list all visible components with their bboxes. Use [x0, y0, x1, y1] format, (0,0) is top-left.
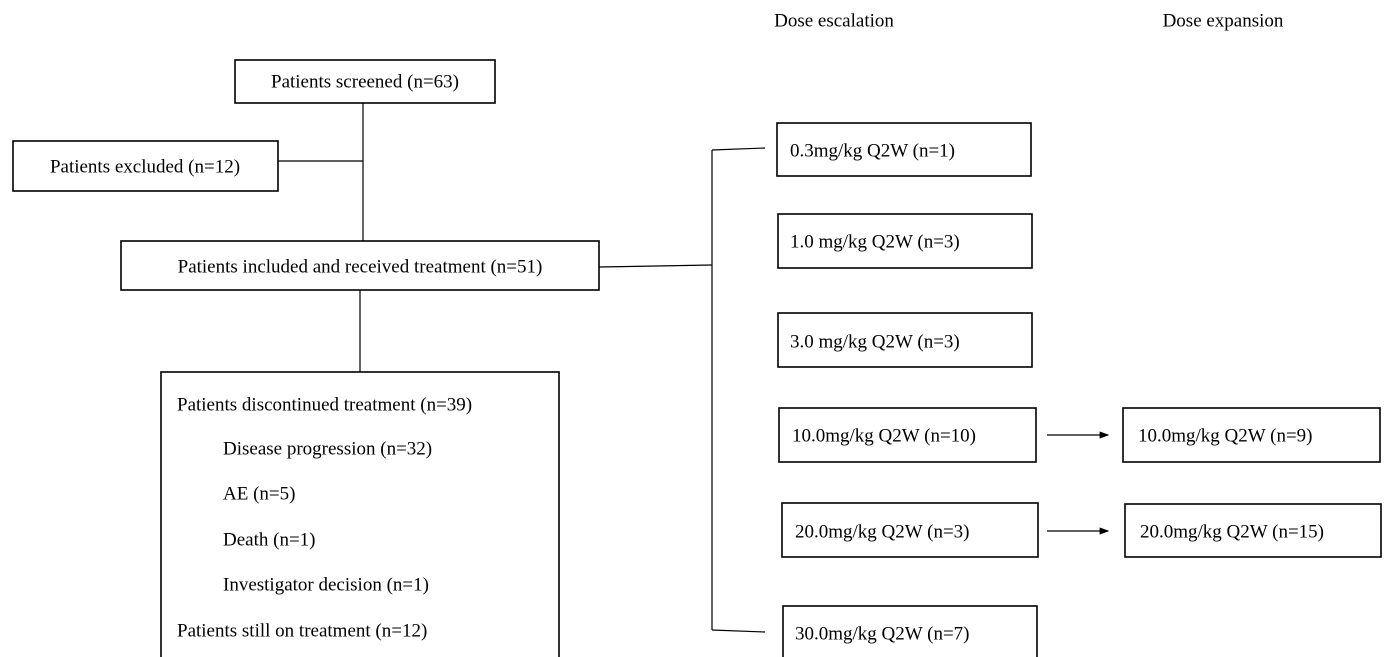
box — [12, 140, 279, 192]
box-label: Death (n=1) — [223, 529, 316, 550]
box-label: Patients still on treatment (n=12) — [177, 620, 427, 641]
connector — [598, 264, 713, 268]
box-label: Investigator decision (n=1) — [223, 574, 429, 595]
box-label: 1.0 mg/kg Q2W (n=3) — [790, 231, 960, 252]
box — [781, 502, 1039, 558]
header: Dose escalation — [774, 10, 894, 31]
box-label: 30.0mg/kg Q2W (n=7) — [795, 623, 970, 644]
box-label: 20.0mg/kg Q2W (n=3) — [795, 521, 970, 542]
box-label: 10.0mg/kg Q2W (n=10) — [792, 425, 976, 446]
box — [776, 122, 1032, 177]
connector — [711, 147, 766, 151]
box-label: 0.3mg/kg Q2W (n=1) — [790, 140, 955, 161]
connector — [711, 629, 766, 633]
box-label: Patients excluded (n=12) — [50, 156, 240, 177]
box-label: Patients included and received treatment… — [178, 256, 543, 277]
box — [782, 605, 1038, 657]
box-label: 20.0mg/kg Q2W (n=15) — [1140, 521, 1324, 542]
box — [120, 240, 600, 291]
box — [1124, 503, 1382, 558]
box-label: 3.0 mg/kg Q2W (n=3) — [790, 331, 960, 352]
box-label: 10.0mg/kg Q2W (n=9) — [1138, 425, 1313, 446]
box-label: Patients screened (n=63) — [271, 71, 459, 92]
box-label: AE (n=5) — [223, 483, 295, 504]
box — [160, 371, 560, 657]
header: Dose expansion — [1163, 10, 1284, 31]
box-label: Patients discontinued treatment (n=39) — [177, 394, 472, 415]
box — [778, 407, 1037, 463]
box — [1122, 407, 1381, 463]
box-label: Disease progression (n=32) — [223, 438, 432, 459]
box — [234, 59, 496, 104]
box — [777, 312, 1033, 368]
box — [777, 213, 1033, 269]
